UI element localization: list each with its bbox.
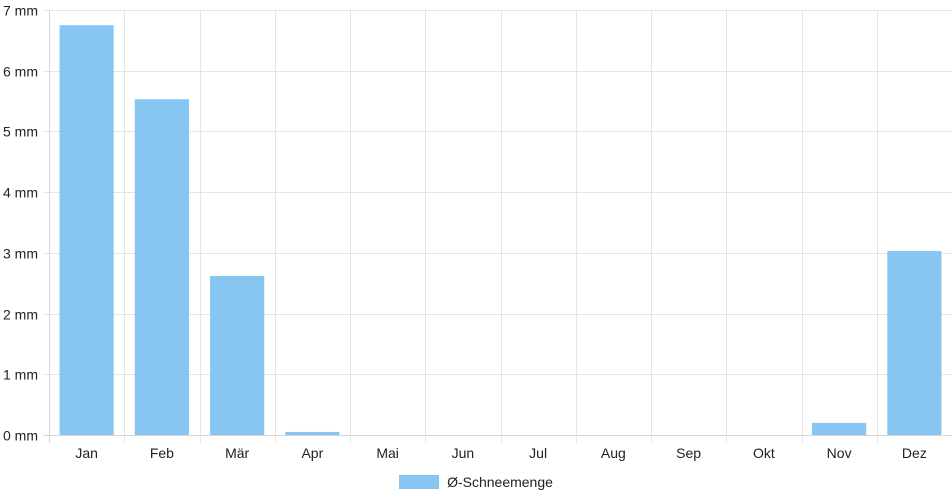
bar-group <box>59 25 942 436</box>
x-tick-label: Feb <box>150 445 174 461</box>
x-tick-label: Nov <box>827 445 852 461</box>
y-tick-label: 0 mm <box>3 428 38 444</box>
bar-dez <box>887 251 942 435</box>
x-tick-label: Mär <box>225 445 249 461</box>
y-tick-label: 7 mm <box>3 3 38 19</box>
x-tick-label: Aug <box>601 445 626 461</box>
x-tick-label: Sep <box>676 445 701 461</box>
x-tick-label: Apr <box>301 445 323 461</box>
bar-jan <box>59 25 114 436</box>
y-tick-label: 3 mm <box>3 246 38 262</box>
bar-apr <box>285 431 340 435</box>
legend[interactable]: Ø-Schneemenge <box>0 472 952 492</box>
legend-swatch <box>399 475 440 489</box>
y-axis: 0 mm 1 mm 2 mm 3 mm 4 mm 5 mm 6 mm 7 mm <box>3 3 38 444</box>
x-axis: Jan Feb Mär Apr Mai Jun Jul Aug Sep Okt Nov Dez <box>75 445 926 461</box>
y-tick-label: 2 mm <box>3 307 38 323</box>
bar-feb <box>134 99 189 435</box>
grid-lines <box>43 10 952 443</box>
x-tick-label: Mai <box>376 445 399 461</box>
y-tick-label: 4 mm <box>3 185 38 201</box>
y-tick-label: 1 mm <box>3 367 38 383</box>
y-tick-label: 5 mm <box>3 124 38 140</box>
bar-nov <box>812 422 867 435</box>
x-tick-label: Okt <box>753 445 775 461</box>
legend-label: Ø-Schneemenge <box>447 474 553 490</box>
x-tick-label: Dez <box>902 445 927 461</box>
x-tick-label: Jun <box>452 445 475 461</box>
x-tick-label: Jul <box>529 445 547 461</box>
bar-mär <box>210 275 265 435</box>
snow-bar-chart: 0 mm 1 mm 2 mm 3 mm 4 mm 5 mm 6 mm 7 mm Jan Feb M… <box>3 3 952 461</box>
y-tick-label: 6 mm <box>3 64 38 80</box>
x-tick-label: Jan <box>75 445 98 461</box>
